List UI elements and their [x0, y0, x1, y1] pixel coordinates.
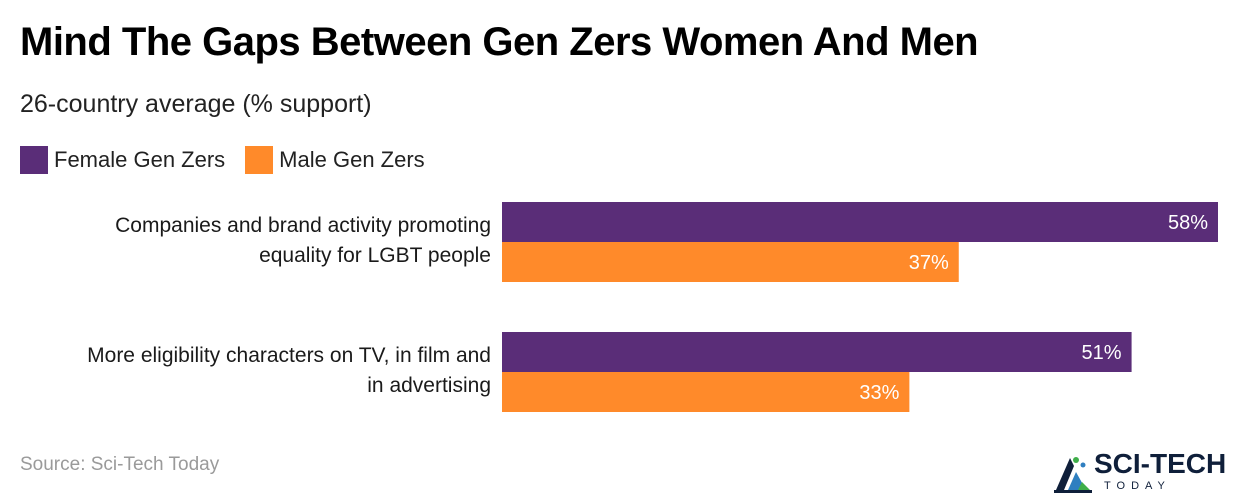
bar-chart: Companies and brand activity promoting eq… — [87, 202, 1218, 412]
bar-female — [502, 332, 1132, 372]
data-label: 58% — [1168, 212, 1208, 234]
category-label: More eligibility characters on TV, in fi… — [87, 344, 491, 367]
data-label: 33% — [859, 382, 899, 404]
logo-tagline: TODAY — [1104, 480, 1171, 492]
category-label: Companies and brand activity promoting — [115, 214, 491, 237]
sci-tech-logo: SCI-TECH TODAY — [1052, 448, 1232, 494]
legend-swatch-male — [245, 146, 274, 174]
legend-item-male: Male Gen Zers — [245, 146, 425, 174]
chart-title: Mind The Gaps Between Gen Zers Women And… — [20, 20, 979, 64]
bar-male — [502, 372, 910, 412]
category-label: in advertising — [367, 374, 491, 397]
chart-subtitle: 26-country average (% support) — [20, 90, 372, 118]
data-label: 51% — [1082, 342, 1122, 364]
data-label: 37% — [909, 252, 949, 274]
sci-tech-logo-icon — [1054, 457, 1092, 493]
legend: Female Gen Zers Male Gen Zers — [20, 146, 445, 174]
bar-male — [502, 242, 959, 282]
logo-wordmark: SCI-TECH — [1094, 448, 1227, 479]
legend-swatch-female — [20, 146, 48, 174]
category-label: equality for LGBT people — [259, 244, 491, 267]
source-note: Source: Sci-Tech Today — [20, 454, 220, 475]
legend-label-male: Male Gen Zers — [279, 147, 425, 172]
legend-label-female: Female Gen Zers — [54, 147, 226, 172]
legend-item-female: Female Gen Zers — [20, 146, 225, 174]
bar-female — [502, 202, 1218, 242]
